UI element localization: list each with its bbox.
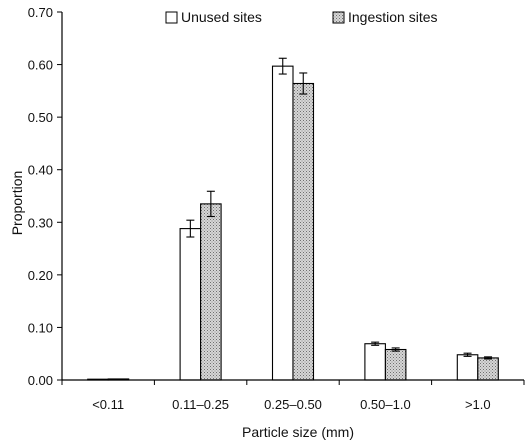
y-tick-label: 0.20 <box>28 268 53 283</box>
y-tick-label: 0.00 <box>28 373 53 388</box>
legend-label-unused-sites: Unused sites <box>181 9 262 25</box>
y-tick-label: 0.60 <box>28 58 53 73</box>
bar-ingestion-sites <box>292 82 315 381</box>
x-tick-label: <0.11 <box>92 397 124 412</box>
bar-unused-sites <box>179 228 202 381</box>
bar-unused-sites <box>364 343 386 381</box>
x-axis-label: Particle size (mm) <box>242 424 354 440</box>
bar-ingestion-sites <box>477 357 499 381</box>
bar-unused-sites <box>271 65 294 381</box>
bar-series <box>87 65 499 381</box>
y-tick-label: 0.70 <box>28 5 53 20</box>
x-tick-label: 0.25–0.50 <box>264 397 322 412</box>
legend-swatch-unused-sites <box>165 11 178 24</box>
bar-ingestion-sites <box>200 203 222 381</box>
y-axis-label: Proportion <box>9 171 25 236</box>
y-tick-label: 0.30 <box>28 215 53 230</box>
legend-label-ingestion-sites: Ingestion sites <box>348 9 438 25</box>
bar-unused-sites <box>456 354 479 381</box>
x-tick-label: 0.50–1.0 <box>360 397 411 412</box>
x-tick-label: >1.0 <box>465 397 491 412</box>
error-bars <box>186 57 493 360</box>
y-axis-ticks: 0.00 0.10 0.20 0.30 0.40 0.50 0.60 0.70 <box>28 5 62 388</box>
x-tick-label: 0.11–0.25 <box>172 397 229 412</box>
legend: Unused sites Ingestion sites <box>165 9 438 25</box>
y-tick-label: 0.10 <box>28 320 53 335</box>
bar-ingestion-sites <box>384 348 407 381</box>
y-tick-label: 0.40 <box>28 163 53 178</box>
legend-swatch-ingestion-sites <box>332 11 345 24</box>
x-axis-ticks: <0.11 0.11–0.25 0.25–0.50 0.50–1.0 >1.0 <box>61 380 525 412</box>
y-tick-label: 0.50 <box>28 110 53 125</box>
